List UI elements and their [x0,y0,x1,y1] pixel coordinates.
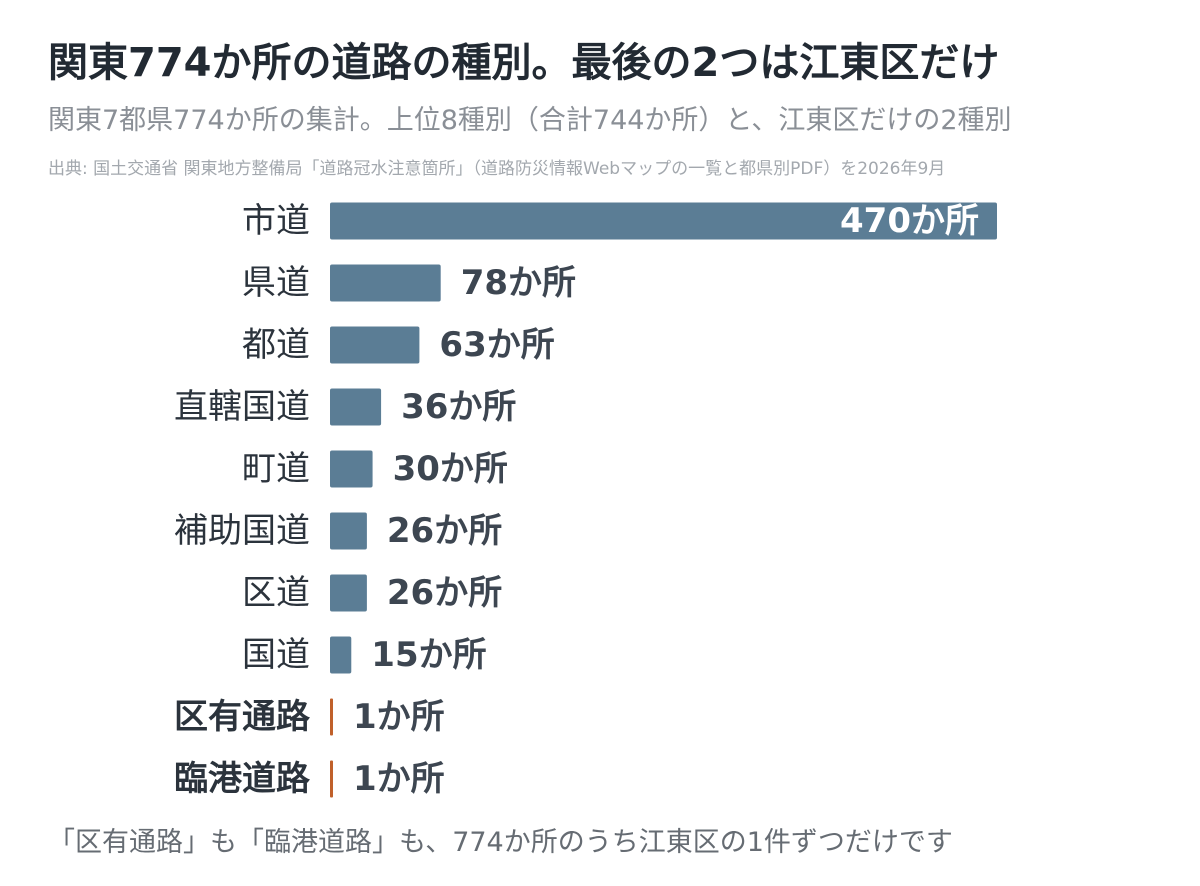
value-label: 78か所 [461,263,576,303]
category-label: 県道 [242,263,310,303]
category-label: 町道 [242,449,310,489]
category-label: 区有通路 [174,697,311,737]
footnote: 「区有通路」も「臨港道路」も、774か所のうち江東区の1件ずつだけです [48,827,953,858]
bar [330,450,373,488]
category-label: 国道 [242,635,310,675]
category-label: 区道 [242,573,310,613]
bar [330,512,367,550]
value-label: 470か所 [840,201,979,241]
value-label: 1か所 [353,759,445,799]
bar [330,698,333,736]
value-label: 26か所 [387,573,502,613]
bar [330,264,441,302]
value-label: 1か所 [353,697,445,737]
value-label: 26か所 [387,511,502,551]
category-label: 市道 [242,201,310,241]
bar [330,636,352,674]
category-label: 都道 [242,325,310,365]
value-label: 15か所 [371,635,486,675]
category-label: 直轄国道 [174,387,310,427]
chart-title: 関東774か所の道路の種別。最後の2つは江東区だけ [48,40,1000,86]
bar [330,760,333,798]
bar [330,574,367,612]
source-note: 出典: 国土交通省 関東地方整備局「道路冠水注意箇所」（道路防災情報Webマップ… [48,159,946,179]
value-label: 36か所 [401,387,516,427]
bar [330,388,382,426]
category-label: 臨港道路 [174,759,311,799]
bar [330,202,997,240]
bar [330,326,420,364]
chart-subtitle: 関東7都県774か所の集計。上位8種別（合計744か所）と、江東区だけの2種別 [48,105,1012,136]
value-label: 63か所 [439,325,554,365]
category-label: 補助国道 [174,511,310,551]
value-label: 30か所 [393,449,508,489]
